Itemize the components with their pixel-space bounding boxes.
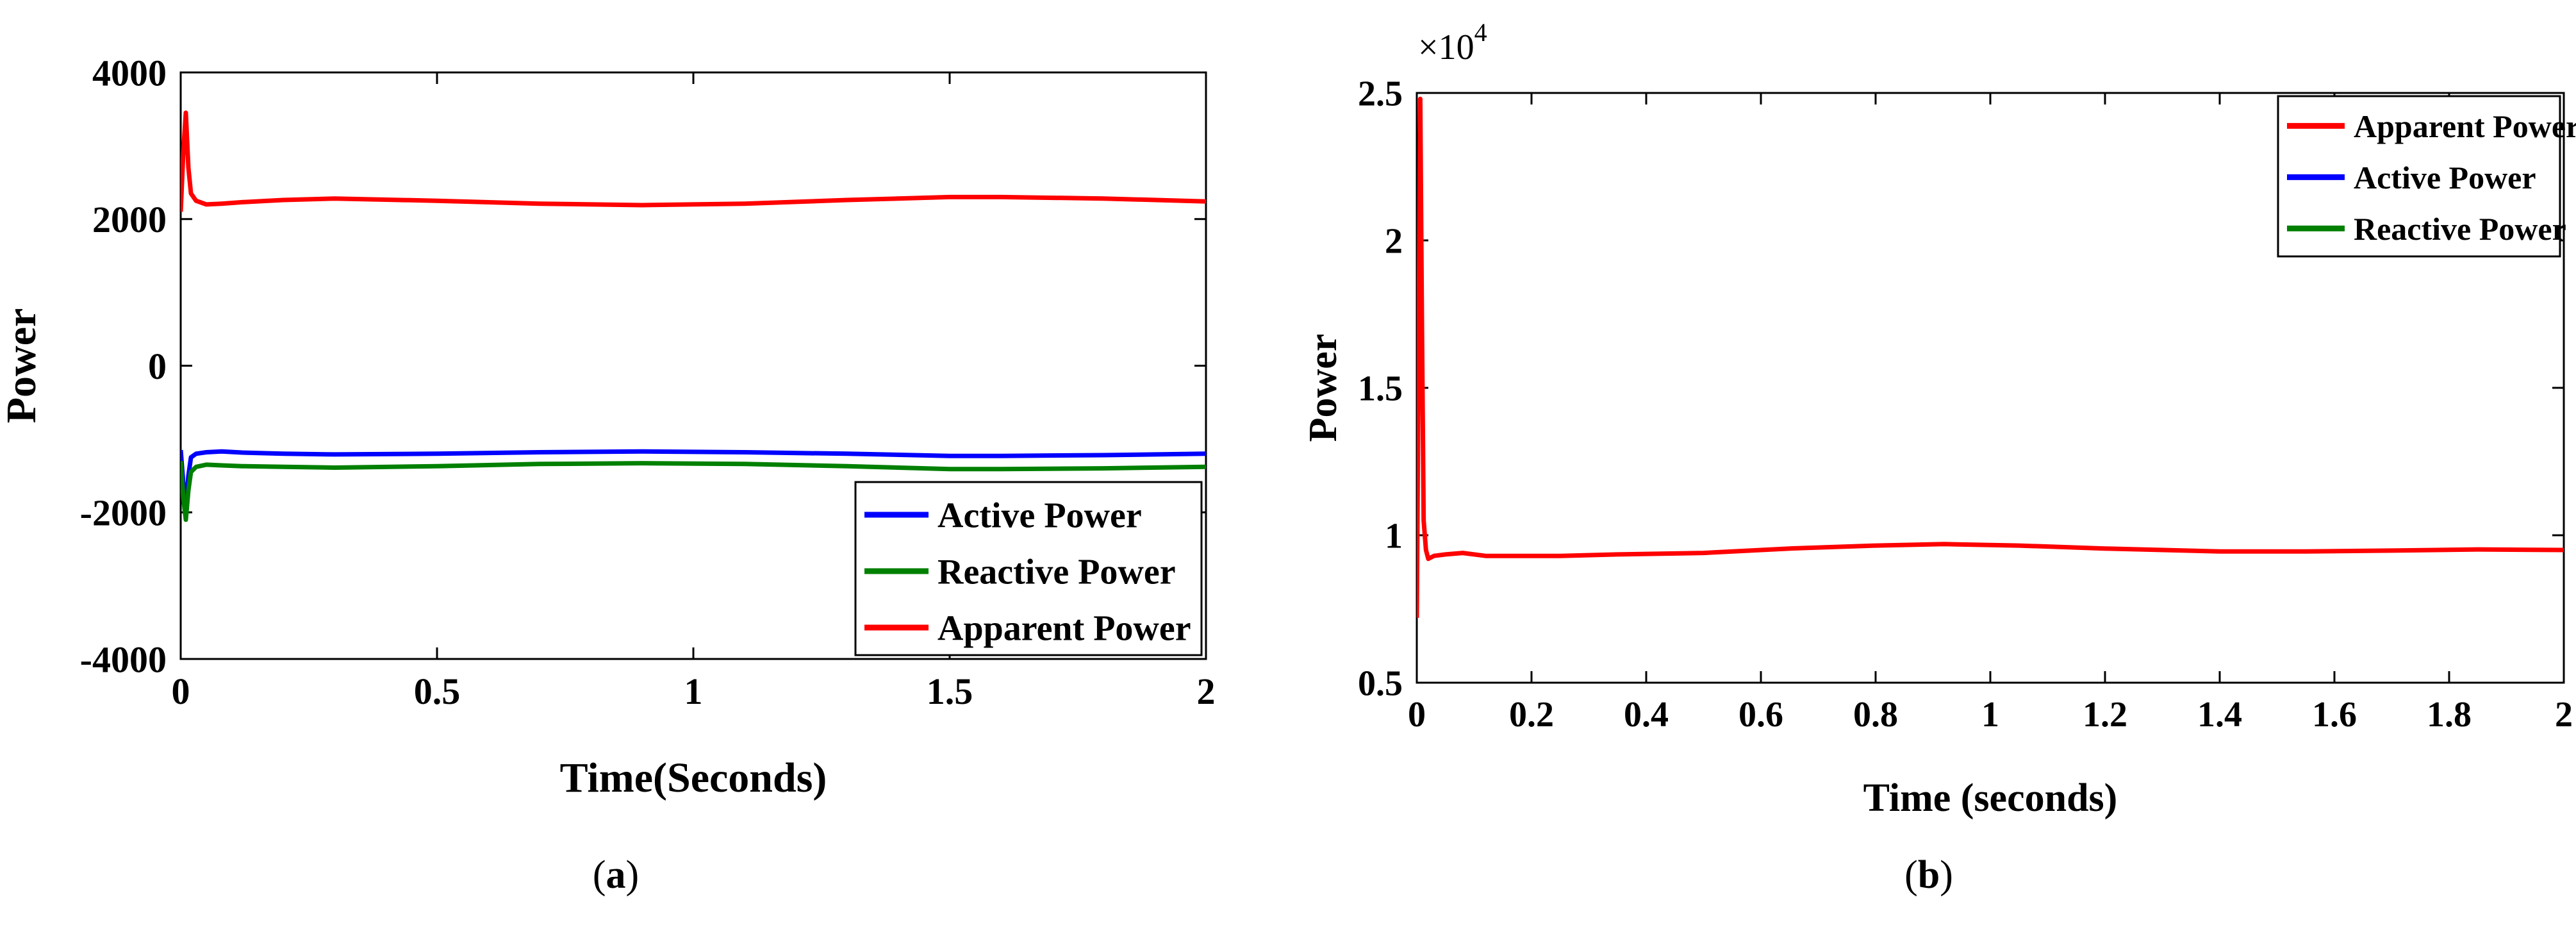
x-tick-label: 1.5 bbox=[927, 671, 973, 712]
x-tick-label: 0.5 bbox=[414, 671, 461, 712]
legend-entry: Apparent Power bbox=[937, 609, 1191, 649]
x-tick-label: 0.8 bbox=[1853, 695, 1898, 735]
caption-close: ) bbox=[626, 853, 640, 897]
y-tick-label: 4000 bbox=[92, 52, 167, 94]
y-tick-label: 0 bbox=[148, 346, 167, 387]
y-axis-label: Power bbox=[0, 308, 45, 424]
y-scale-multiplier: ×104 bbox=[1418, 18, 1487, 67]
x-tick-label: 0.2 bbox=[1509, 695, 1554, 735]
legend-entry: Active Power bbox=[937, 496, 1142, 536]
x-axis-label: Time (seconds) bbox=[1863, 776, 2118, 820]
x-tick-label: 2 bbox=[2555, 695, 2573, 735]
x-tick-label: 1.2 bbox=[2083, 695, 2127, 735]
y-tick-label: 2.5 bbox=[1358, 74, 1403, 114]
chart-a: 0 0.5 1 1.5 2 -4000 -2000 0 2000 4000 Time(Seconds… bbox=[0, 52, 1216, 897]
legend-entry: Reactive Power bbox=[937, 553, 1176, 592]
x-axis-label: Time(Seconds) bbox=[560, 754, 827, 801]
y-tick-label: -2000 bbox=[80, 492, 167, 534]
subfigure-caption: (b) bbox=[1904, 853, 1953, 897]
x-tick-label: 0.4 bbox=[1624, 695, 1669, 735]
subfigure-caption: (a) bbox=[593, 853, 639, 897]
y-tick-label: 2 bbox=[1385, 222, 1403, 262]
series-line-apparent-power bbox=[1417, 96, 2564, 618]
x-tick-label: 1.4 bbox=[2197, 695, 2242, 735]
y-tick-label: 1.5 bbox=[1358, 369, 1403, 409]
legend: Active Power Reactive Power Apparent Power bbox=[854, 481, 1203, 656]
caption-letter: b bbox=[1918, 853, 1940, 897]
y-tick-label: -4000 bbox=[80, 638, 167, 680]
y-tick-label: 0.5 bbox=[1358, 664, 1403, 704]
y-axis-label: Power bbox=[1301, 334, 1345, 442]
caption-close: ) bbox=[1940, 853, 1953, 897]
chart-b: 0 0.2 0.4 0.6 0.8 1 1.2 1.4 1.6 1.8 2 0.5 1 1.5 2 2.5 Ti… bbox=[1301, 18, 2576, 897]
x-tick-label: 1 bbox=[1981, 695, 1999, 735]
caption-open: ( bbox=[1904, 853, 1918, 897]
legend: Apparent Power Active Power Reactive Power bbox=[2277, 95, 2576, 258]
caption-letter: a bbox=[606, 853, 626, 897]
scale-prefix: ×10 bbox=[1418, 28, 1474, 67]
series-line-apparent-power bbox=[181, 110, 1206, 212]
x-tick-label: 1.6 bbox=[2312, 695, 2357, 735]
x-tick-label: 0.6 bbox=[1738, 695, 1783, 735]
legend-entry: Active Power bbox=[2354, 160, 2536, 196]
y-tick-label: 2000 bbox=[92, 199, 167, 240]
x-tick-label: 1.8 bbox=[2427, 695, 2472, 735]
y-tick-label: 1 bbox=[1385, 517, 1403, 556]
x-tick-label: 0 bbox=[1408, 695, 1426, 735]
series-line-reactive-power bbox=[181, 460, 1206, 522]
legend-entry: Reactive Power bbox=[2354, 211, 2566, 247]
legend-entry: Apparent Power bbox=[2354, 108, 2576, 144]
x-tick-label: 1 bbox=[684, 671, 703, 712]
caption-open: ( bbox=[593, 853, 606, 897]
x-tick-label: 0 bbox=[172, 671, 190, 712]
x-tick-label: 2 bbox=[1197, 671, 1216, 712]
scale-exponent: 4 bbox=[1474, 18, 1487, 47]
